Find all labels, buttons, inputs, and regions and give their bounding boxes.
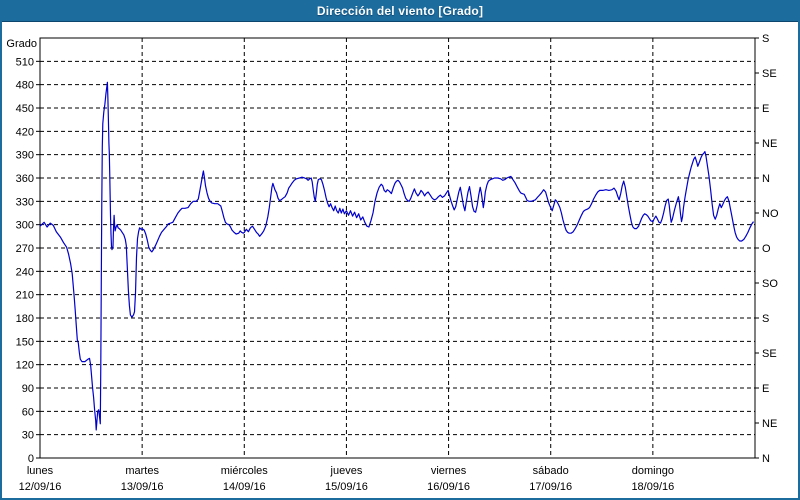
y-axis-tick-label: 150 (16, 336, 34, 348)
y-axis-tick-label: 240 (16, 266, 34, 278)
compass-tick-label: SE (762, 68, 777, 80)
day-label: lunes (27, 465, 54, 477)
compass-tick-label: E (762, 383, 769, 395)
y-axis-tick-label: 60 (22, 406, 34, 418)
day-label: domingo (632, 465, 674, 477)
compass-tick-label: SE (762, 348, 777, 360)
y-axis-tick-label: 0 (28, 453, 34, 465)
date-label: 16/09/16 (427, 481, 470, 493)
day-label: sábado (533, 465, 569, 477)
y-axis-tick-label: 300 (16, 220, 34, 232)
y-axis-tick-label: 30 (22, 430, 34, 442)
wind-direction-line (39, 81, 754, 431)
date-label: 12/09/16 (19, 481, 62, 493)
y-axis-tick-label: 480 (16, 80, 34, 92)
y-axis-tick-label: 90 (22, 383, 34, 395)
y-axis-tick-label: 510 (16, 56, 34, 68)
compass-tick-label: O (762, 243, 771, 255)
y-axis-tick-label: 420 (16, 126, 34, 138)
compass-tick-label: NE (762, 418, 777, 430)
y-axis-tick-label: 390 (16, 150, 34, 162)
compass-tick-label: N (762, 453, 770, 465)
date-label: 15/09/16 (325, 481, 368, 493)
date-label: 14/09/16 (223, 481, 266, 493)
date-label: 18/09/16 (631, 481, 674, 493)
title-bar: Dirección del viento [Grado] (0, 0, 800, 22)
chart-title: Dirección del viento [Grado] (316, 3, 484, 18)
y-axis-tick-label: 120 (16, 360, 34, 372)
y-axis-unit-label: Grado (6, 38, 37, 50)
y-axis-tick-label: 270 (16, 243, 34, 255)
compass-tick-label: N (762, 173, 770, 185)
compass-tick-label: E (762, 103, 769, 115)
compass-tick-label: S (762, 33, 769, 45)
compass-tick-label: SO (762, 278, 778, 290)
day-label: jueves (330, 465, 363, 477)
day-label: martes (125, 465, 159, 477)
date-label: 13/09/16 (121, 481, 164, 493)
y-axis-tick-label: 180 (16, 313, 34, 325)
y-axis-tick-label: 360 (16, 173, 34, 185)
day-label: miércoles (221, 465, 269, 477)
y-axis-tick-label: 450 (16, 103, 34, 115)
day-label: viernes (431, 465, 467, 477)
compass-tick-label: S (762, 313, 769, 325)
date-label: 17/09/16 (529, 481, 572, 493)
y-axis-tick-label: 330 (16, 196, 34, 208)
compass-tick-label: NO (762, 208, 779, 220)
compass-tick-label: NE (762, 138, 777, 150)
y-axis-tick-label: 210 (16, 290, 34, 302)
